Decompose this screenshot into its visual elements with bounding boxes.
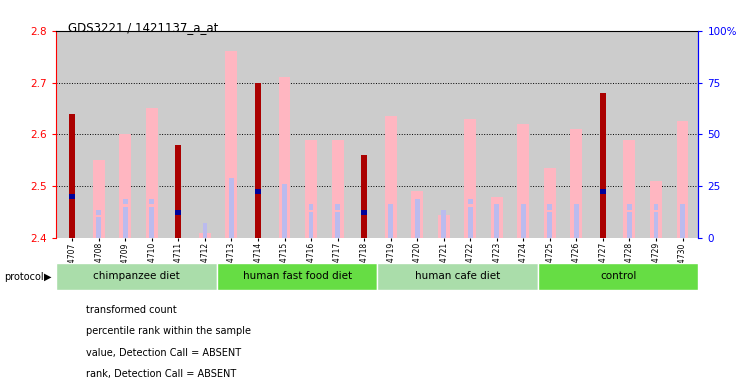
Bar	[149, 199, 154, 204]
Bar	[305, 140, 317, 238]
Bar	[199, 233, 211, 238]
Bar	[680, 207, 685, 238]
Text: control: control	[600, 271, 636, 281]
Bar	[627, 204, 632, 210]
Bar	[494, 204, 499, 210]
Bar	[335, 212, 340, 238]
Bar	[309, 212, 313, 238]
Bar	[547, 204, 552, 210]
Bar	[517, 124, 529, 238]
Bar	[176, 210, 181, 215]
Bar	[229, 181, 234, 238]
Bar	[544, 168, 556, 238]
Bar	[335, 204, 340, 210]
Bar	[464, 119, 476, 238]
Bar	[255, 83, 261, 238]
Text: value, Detection Call = ABSENT: value, Detection Call = ABSENT	[86, 348, 242, 358]
Bar	[123, 199, 128, 204]
Bar	[538, 263, 698, 290]
Text: ▶: ▶	[44, 272, 51, 282]
Bar	[571, 129, 582, 238]
Bar	[438, 215, 450, 238]
Bar	[176, 145, 181, 238]
Bar	[600, 189, 606, 194]
Bar	[491, 197, 502, 238]
Bar	[442, 210, 446, 215]
Bar	[361, 210, 367, 215]
Bar	[229, 179, 234, 184]
Text: transformed count: transformed count	[86, 305, 177, 315]
Text: protocol: protocol	[4, 272, 44, 282]
Bar	[146, 109, 158, 238]
Bar	[415, 199, 420, 204]
Bar	[361, 155, 367, 238]
Bar	[203, 225, 207, 230]
Bar	[282, 184, 287, 189]
Bar	[494, 207, 499, 238]
Bar	[574, 207, 579, 238]
Bar	[653, 212, 659, 238]
Bar	[377, 263, 538, 290]
Bar	[279, 78, 291, 238]
Bar	[56, 263, 217, 290]
Bar	[650, 181, 662, 238]
Bar	[255, 189, 261, 194]
Text: percentile rank within the sample: percentile rank within the sample	[86, 326, 252, 336]
Text: human fast food diet: human fast food diet	[243, 271, 351, 281]
Bar	[680, 204, 685, 210]
Text: chimpanzee diet: chimpanzee diet	[93, 271, 180, 281]
Bar	[282, 186, 287, 238]
Bar	[627, 212, 632, 238]
Bar	[332, 140, 343, 238]
Bar	[385, 116, 397, 238]
Bar	[415, 202, 420, 238]
Bar	[388, 204, 393, 210]
Bar	[119, 134, 131, 238]
Bar	[309, 204, 313, 210]
Bar	[468, 199, 472, 204]
Bar	[623, 140, 635, 238]
Bar	[600, 93, 606, 238]
Bar	[96, 217, 101, 238]
Bar	[574, 204, 579, 210]
Bar	[521, 204, 526, 210]
Bar	[388, 207, 393, 238]
Bar	[677, 121, 689, 238]
Bar	[69, 114, 75, 238]
Bar	[217, 263, 377, 290]
Bar	[96, 210, 101, 215]
Text: human cafe diet: human cafe diet	[415, 271, 500, 281]
Text: rank, Detection Call = ABSENT: rank, Detection Call = ABSENT	[86, 369, 237, 379]
Bar	[225, 51, 237, 238]
Bar	[468, 207, 472, 238]
Bar	[521, 207, 526, 238]
Bar	[123, 207, 128, 238]
Bar	[412, 191, 423, 238]
Bar	[442, 212, 446, 238]
Bar	[149, 207, 154, 238]
Text: GDS3221 / 1421137_a_at: GDS3221 / 1421137_a_at	[68, 21, 218, 34]
Bar	[547, 212, 552, 238]
Bar	[69, 194, 75, 199]
Bar	[653, 204, 659, 210]
Bar	[203, 223, 207, 238]
Bar	[93, 161, 104, 238]
